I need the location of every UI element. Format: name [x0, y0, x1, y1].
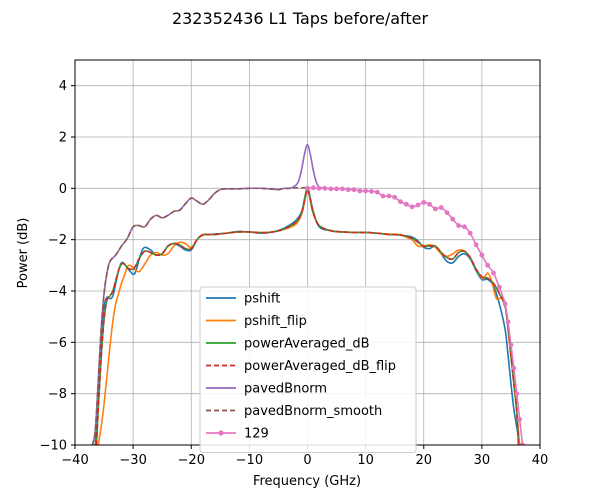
legend-box — [199, 286, 417, 453]
series-point-6 — [462, 224, 467, 230]
series-point-6 — [520, 442, 525, 445]
x-tick-label: 20 — [415, 453, 432, 468]
series-point-6 — [514, 391, 520, 397]
y-tick-label: −8 — [48, 387, 67, 402]
series-point-6 — [456, 223, 462, 228]
y-tick-label: −2 — [48, 233, 67, 248]
series-point-6 — [374, 189, 380, 195]
plot-series — [91, 143, 525, 445]
series-line-5 — [91, 186, 308, 445]
series-point-6 — [380, 193, 386, 199]
chart-title: 232352436 L1 Taps before/after — [172, 9, 429, 28]
series-point-6 — [427, 201, 432, 207]
series-point-6 — [403, 201, 409, 207]
y-tick-label: −6 — [48, 336, 67, 351]
series-point-6 — [392, 194, 398, 200]
series-point-6 — [310, 185, 316, 191]
series-point-6 — [511, 365, 517, 371]
series-point-6 — [450, 216, 456, 222]
series-point-6 — [473, 242, 479, 248]
x-tick-label: −10 — [236, 453, 263, 468]
series-point-6 — [345, 187, 351, 193]
series-point-6 — [496, 284, 502, 290]
y-tick-label: 4 — [59, 79, 67, 94]
x-tick-label: 40 — [532, 453, 549, 468]
series-point-6 — [479, 252, 485, 258]
x-tick-label: 0 — [303, 453, 311, 468]
series-point-6 — [502, 301, 508, 307]
x-tick-label: −20 — [178, 453, 205, 468]
legend-label: powerAveraged_dB_flip — [244, 359, 396, 374]
series-point-6 — [409, 204, 415, 210]
series-point-6 — [334, 186, 339, 192]
series-line-0 — [94, 186, 521, 445]
x-tick-label: 10 — [357, 453, 374, 468]
series-point-6 — [444, 210, 450, 216]
series-point-6 — [467, 230, 473, 236]
series-point-6 — [491, 270, 496, 276]
x-tick-label: −30 — [119, 453, 146, 468]
series-point-6 — [316, 185, 322, 191]
legend-label: pshift — [244, 292, 280, 307]
series-point-6 — [339, 186, 345, 192]
legend-label: pavedBnorm — [244, 382, 327, 397]
series-point-6 — [485, 262, 491, 268]
x-tick-label: 30 — [474, 453, 491, 468]
series-point-6 — [517, 416, 523, 422]
series-point-6 — [363, 188, 369, 194]
y-tick-label: −10 — [40, 439, 67, 454]
x-tick-label: −40 — [61, 453, 88, 468]
y-tick-label: 0 — [59, 182, 67, 197]
series-point-6 — [398, 199, 403, 205]
series-point-6 — [351, 187, 357, 193]
series-line-3 — [95, 188, 520, 445]
y-tick-label: −4 — [48, 285, 67, 300]
series-point-6 — [415, 202, 421, 208]
series-point-6 — [432, 206, 438, 212]
y-axis-label: Power (dB) — [16, 218, 31, 289]
series-point-6 — [386, 193, 392, 199]
legend-label: pshift_flip — [244, 314, 307, 329]
series-point-6 — [369, 189, 374, 194]
legend-marker — [218, 430, 224, 436]
legend-label: powerAveraged_dB — [244, 337, 370, 352]
legend: pshift pshift_flip powerAveraged_dB powerAv… — [199, 286, 417, 453]
x-axis-label: Frequency (GHz) — [253, 474, 361, 489]
series-point-6 — [328, 186, 334, 192]
y-tick-label: 2 — [59, 131, 67, 146]
legend-label: pavedBnorm_smooth — [244, 404, 382, 419]
series-point-6 — [357, 188, 363, 194]
series-point-6 — [508, 342, 514, 348]
legend-label: 129 — [244, 427, 269, 442]
series-point-6 — [438, 205, 444, 210]
series-point-6 — [421, 200, 427, 205]
series-point-6 — [322, 185, 328, 191]
series-point-6 — [305, 185, 310, 191]
series-point-6 — [505, 319, 511, 325]
